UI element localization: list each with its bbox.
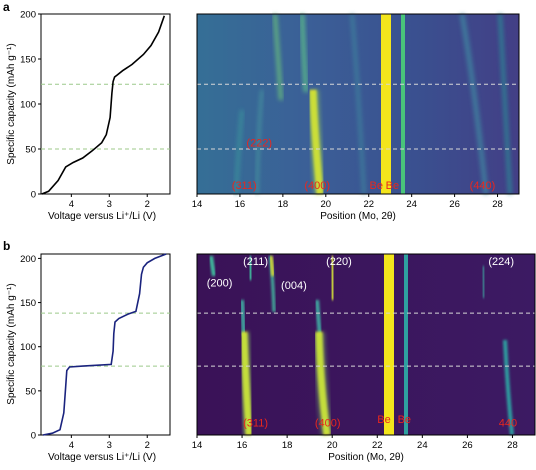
diffraction-features	[209, 254, 514, 436]
voltage-curve	[42, 253, 167, 436]
y-axis-label: Specific capacity (mAh g⁻¹)	[6, 43, 17, 164]
plot-frame	[40, 253, 171, 436]
peak-label: Be	[370, 180, 383, 192]
peak-211-trace	[248, 255, 253, 281]
be-peak-2	[404, 254, 408, 435]
peak-label: (200)	[207, 277, 233, 289]
peak-label: (211)	[243, 256, 268, 268]
peak-311-upper	[240, 299, 246, 337]
y-tick-label: 0	[31, 431, 36, 442]
x-tick-label: 16	[235, 199, 246, 210]
x-tick-label: 2	[145, 199, 150, 210]
panel-a-voltage-plot: 0 50 100 150 200 4 3 2 Specific capacity (mAh …	[6, 10, 171, 222]
peak-label: (311)	[243, 418, 268, 430]
heatmap-frame	[196, 253, 536, 436]
y-tick-label: 50	[25, 145, 36, 156]
diffraction-features	[234, 13, 512, 195]
y-tick-label: 200	[20, 10, 36, 21]
x-axis-label: Position (Mo, 2θ)	[320, 211, 396, 222]
heatmap-frame	[196, 13, 520, 195]
y-tick-label: 100	[20, 342, 36, 353]
peak-label: Be	[386, 180, 399, 192]
y-tick-label: 200	[20, 254, 36, 265]
peak-400-upper-trace	[299, 13, 309, 93]
x-axis-label: Voltage versus Li⁺/Li (V)	[48, 211, 156, 222]
x-tick-label: 18	[278, 199, 289, 210]
x-tick-label: 28	[507, 440, 518, 451]
x-axis-label: Position (Mo, 2θ)	[328, 452, 404, 463]
peak-label: (004)	[281, 280, 307, 292]
be-peak-1	[381, 14, 391, 194]
x-tick-label: 4	[69, 199, 74, 210]
panel-b-heatmap: (200) (211) (004) (220) (224) (311) (400) Be Be 4…	[192, 253, 536, 463]
peak-311-halo	[238, 331, 255, 436]
x-tick-label: 22	[372, 440, 383, 451]
peak-440-trace	[503, 339, 514, 436]
panel-a-heatmap: (311) (222) (400) Be Be (440) 14 16 18 20 22 24 26 2…	[192, 13, 520, 222]
x-tick-label: 14	[192, 199, 203, 210]
peak-440-trace	[459, 13, 489, 195]
x-tick-label: 3	[107, 199, 112, 210]
peak-label: (440)	[470, 180, 496, 192]
y-axis-label: Specific capacity (mAh g⁻¹)	[6, 283, 17, 404]
y-tick-label: 100	[20, 100, 36, 111]
peak-label: (311)	[232, 180, 257, 192]
x-tick-label: 26	[449, 199, 460, 210]
heatmap-background	[197, 254, 535, 435]
peak-440-main-trace	[498, 13, 512, 195]
peak-224-trace	[481, 265, 486, 299]
peak-label: Be	[398, 414, 411, 426]
panel-b-voltage-plot: 0 50 100 150 200 4 3 2 Specific capacity (mAh …	[6, 253, 171, 463]
peak-222-trace	[255, 89, 264, 195]
peak-311-trace	[234, 109, 244, 195]
y-tick-label: 150	[20, 55, 36, 66]
x-tick-label: 14	[192, 440, 203, 451]
x-tick-label: 2	[145, 440, 150, 451]
peak-label: Be	[377, 414, 390, 426]
peak-label: 440	[499, 418, 517, 430]
x-tick-label: 20	[327, 440, 338, 451]
peak-222-upper-trace	[273, 13, 283, 101]
x-tick-label: 3	[107, 440, 112, 451]
x-tick-label: 24	[406, 199, 417, 210]
y-tick-label: 0	[31, 190, 36, 201]
x-tick-label: 4	[69, 440, 74, 451]
y-tick-label: 150	[20, 298, 36, 309]
x-tick-label: 26	[462, 440, 473, 451]
be-peak-2	[401, 14, 405, 194]
x-tick-label: 24	[417, 440, 428, 451]
be-peak-1	[384, 254, 394, 435]
peak-mid-trace	[350, 13, 366, 195]
peak-label: (222)	[246, 138, 272, 150]
peak-label: (220)	[326, 256, 352, 268]
x-axis-label: Voltage versus Li⁺/Li (V)	[48, 452, 156, 463]
peak-label: (400)	[315, 418, 341, 430]
x-tick-label: 28	[492, 199, 503, 210]
peak-220-trace	[330, 255, 335, 301]
panel-label-a: a	[3, 0, 10, 14]
peak-200-trace	[209, 255, 216, 277]
x-tick-label: 20	[321, 199, 332, 210]
voltage-curve	[41, 15, 166, 195]
peak-label: (400)	[304, 180, 330, 192]
peak-400-halo	[313, 331, 333, 436]
peak-400-halo	[307, 89, 326, 195]
plot-frame	[40, 13, 171, 195]
panel-label-b: b	[3, 239, 10, 253]
peak-label: (224)	[488, 256, 514, 268]
x-tick-label: 16	[237, 440, 248, 451]
peak-upper-yellow	[269, 255, 275, 277]
y-tick-label: 50	[25, 386, 36, 397]
x-tick-label: 18	[282, 440, 293, 451]
x-tick-label: 22	[363, 199, 374, 210]
